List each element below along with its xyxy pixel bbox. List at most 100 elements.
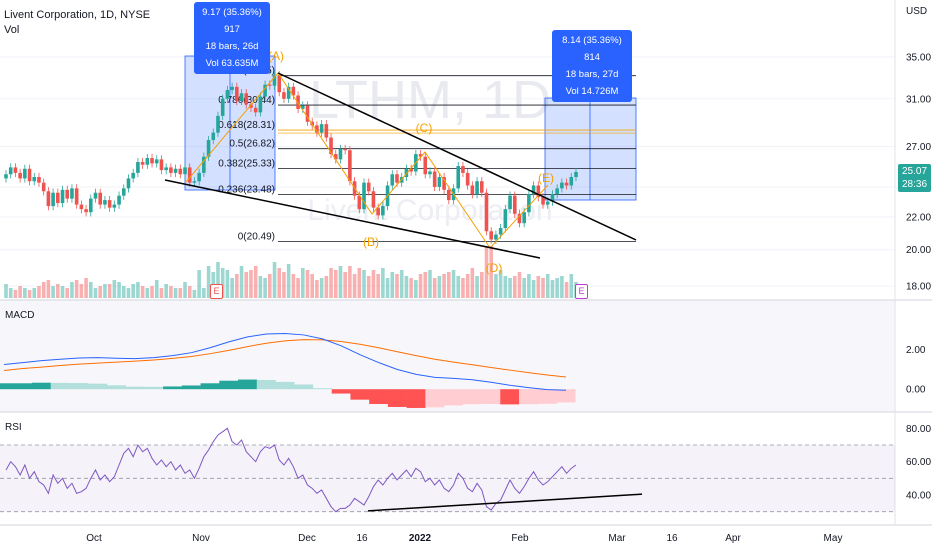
candle-body — [112, 204, 117, 208]
candle-body — [376, 207, 380, 216]
volume-bar — [93, 288, 98, 298]
candle-body — [70, 188, 74, 199]
volume-bar — [489, 246, 494, 298]
measure-callout-1-change: 9.17 (35.36%) 917 — [202, 7, 262, 35]
volume-bar — [216, 262, 220, 298]
macd-histogram-bar — [219, 380, 239, 390]
candle-body — [357, 195, 362, 210]
volume-bar — [79, 284, 84, 298]
candle-body — [46, 191, 51, 207]
volume-bar — [225, 270, 230, 298]
candle-body — [564, 182, 569, 186]
trend-lines[interactable] — [164, 72, 637, 259]
measure-callout-1-volume: Vol 63.635M — [205, 58, 259, 69]
volume-bar — [13, 290, 18, 298]
volume-bar — [121, 286, 126, 298]
rsi-tick-label: 40.00 — [906, 491, 931, 502]
candle-body — [140, 162, 145, 165]
currency-label[interactable]: USD — [906, 6, 928, 17]
candle-body — [249, 104, 253, 108]
candle-body — [169, 167, 173, 173]
macd-title[interactable]: MACD — [5, 310, 35, 321]
time-tick-label: Feb — [511, 533, 529, 544]
volume-bar — [37, 286, 41, 298]
candle-body — [508, 195, 512, 210]
candle-body — [121, 188, 126, 196]
volume-bar — [404, 276, 409, 298]
volume-bar — [536, 276, 541, 298]
candle-body — [220, 98, 225, 116]
volume-bar — [414, 280, 418, 298]
candle-body — [4, 174, 8, 179]
macd-histogram-bar — [69, 383, 89, 390]
time-axis[interactable]: Oct Nov Dec 16 2022 Feb Mar 16 Apr May — [86, 533, 842, 544]
rsi-title[interactable]: RSI — [5, 422, 22, 433]
candle-body — [531, 185, 536, 195]
volume-bar — [117, 282, 121, 298]
candle-body — [475, 181, 479, 195]
candle-body — [536, 185, 541, 198]
last-price-countdown: 28:36 — [901, 179, 928, 190]
measure-callout-1[interactable]: 9.17 (35.36%) 917 18 bars, 26d Vol 63.63… — [194, 2, 270, 74]
volume-bar — [479, 272, 484, 298]
volume-bar — [343, 272, 347, 298]
candle-body — [418, 154, 423, 157]
earnings-badge-nov[interactable]: E — [210, 284, 223, 299]
wave-label: (C) — [416, 121, 433, 135]
candle-body — [268, 84, 272, 86]
volume-bar — [239, 266, 244, 298]
candle-body — [98, 192, 103, 205]
volume-bar — [197, 270, 201, 298]
candle-body — [489, 231, 494, 240]
symbol-legend[interactable]: Livent Corporation, 1D, NYSE — [4, 9, 151, 21]
volume-bar — [564, 282, 569, 298]
macd-line — [3, 333, 567, 391]
volume-bar — [107, 284, 112, 298]
volume-bar — [249, 270, 253, 298]
candle-body — [498, 228, 503, 235]
candle-body — [136, 162, 140, 173]
volume-bar — [333, 270, 338, 298]
volume-bar — [183, 282, 187, 298]
volume-bar — [560, 276, 564, 298]
measure-callout-2[interactable]: 8.14 (35.36%) 814 18 bars, 27d Vol 14.72… — [552, 30, 632, 102]
candle-body — [239, 93, 244, 102]
candle-body — [84, 209, 88, 213]
last-price-tag[interactable]: 25.07 28:36 — [898, 164, 931, 192]
fib-level-label: 0.618(28.31) — [218, 120, 275, 131]
macd-histogram-bar — [425, 389, 445, 408]
candle-body — [37, 177, 41, 183]
volume-bar — [8, 288, 13, 298]
time-tick-label: Oct — [86, 533, 102, 544]
macd-histogram-bar — [462, 389, 482, 405]
macd-histogram-bar — [200, 383, 220, 390]
volume-bar — [352, 274, 357, 298]
volume-bar — [329, 268, 333, 298]
volume-bar — [206, 266, 211, 298]
volume-bar — [357, 268, 362, 298]
measure-callout-2-volume: Vol 14.726M — [565, 86, 619, 97]
volume-bar — [371, 270, 376, 298]
candle-body — [60, 189, 65, 204]
volume-bar — [456, 276, 461, 298]
volume-bar — [103, 284, 107, 298]
volume-bar — [65, 288, 70, 298]
wave-label: (A) — [268, 49, 284, 63]
earnings-badge-feb[interactable]: E — [575, 284, 588, 299]
rsi-support-trendline — [367, 493, 643, 512]
candle-body — [432, 171, 437, 187]
watermark-ticker: LTHM, 1D — [309, 70, 551, 130]
candle-body — [494, 234, 498, 240]
candle-body — [18, 172, 22, 179]
candle-body — [305, 105, 310, 122]
candle-body — [8, 167, 13, 175]
macd-histogram-bar — [537, 389, 557, 404]
elliott-wave-lines[interactable]: (A) (B) (C) (D) (E) — [185, 49, 554, 275]
volume-bar — [432, 278, 437, 298]
rsi-indicator: 80.00 60.00 40.00 — [0, 424, 931, 513]
candle-body — [51, 192, 55, 207]
volume-legend[interactable]: Vol — [4, 24, 20, 36]
candle-body — [126, 178, 131, 189]
volume-bar — [437, 276, 442, 298]
